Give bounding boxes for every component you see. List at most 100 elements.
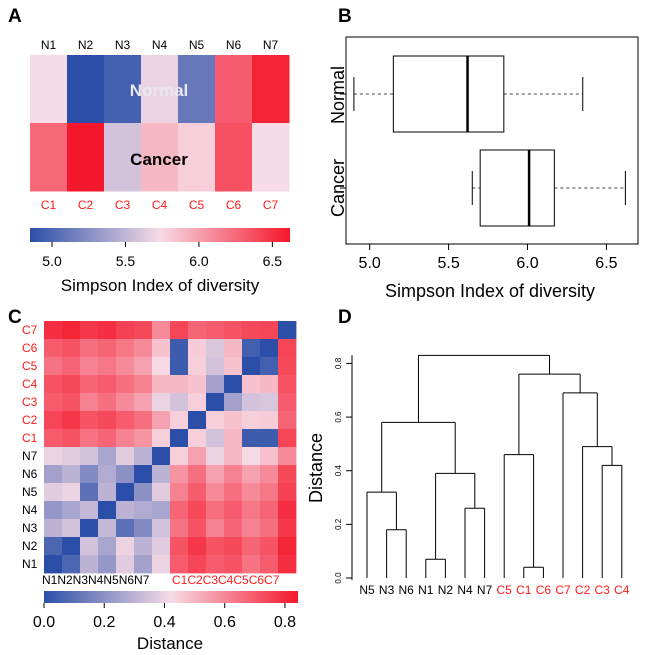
panel-c-row-label: C5 bbox=[22, 359, 38, 373]
panel-c-xlabel: Distance bbox=[137, 634, 203, 653]
panel-c-cell bbox=[98, 501, 117, 520]
panel-b-cancer-label: Cancer bbox=[328, 159, 348, 217]
panel-c-cell bbox=[152, 357, 171, 376]
panel-c-colorbar-tick-label: 0.6 bbox=[214, 614, 236, 631]
panel-c-cell bbox=[278, 501, 297, 520]
panel-c-cell bbox=[98, 339, 117, 358]
panel-c-cell bbox=[206, 339, 225, 358]
panel-c-cell bbox=[98, 537, 117, 556]
panel-c-cell bbox=[170, 375, 189, 394]
panel-c-cell bbox=[80, 393, 99, 412]
panel-b-x-tick-label: 6.0 bbox=[516, 255, 538, 272]
panel-c-cell bbox=[260, 357, 279, 376]
panel-c-cell bbox=[98, 465, 117, 484]
panel-c-cell bbox=[206, 429, 225, 448]
panel-c-cell bbox=[80, 465, 99, 484]
panel-c-cell bbox=[188, 429, 207, 448]
panel-c-cell bbox=[260, 393, 279, 412]
panel-c-cell bbox=[188, 501, 207, 520]
panel-c-cell bbox=[188, 537, 207, 556]
panel-c-letter: C bbox=[8, 307, 22, 328]
panel-c-row-label: C1 bbox=[22, 431, 38, 445]
panel-c-cell bbox=[152, 375, 171, 394]
panel-c-cell bbox=[98, 357, 117, 376]
panel-c-cell bbox=[152, 537, 171, 556]
panel-c-cell bbox=[188, 321, 207, 340]
panel-c-cell bbox=[224, 537, 243, 556]
dendrogram-leaf-label: N3 bbox=[379, 583, 395, 597]
panel-c-cell bbox=[152, 411, 171, 430]
panel-c-cell bbox=[98, 447, 117, 466]
panel-c-cell bbox=[134, 429, 153, 448]
panel-c-cell bbox=[188, 447, 207, 466]
panel-c-cell bbox=[80, 537, 99, 556]
panel-c-cell bbox=[44, 393, 63, 412]
panel-c-cell bbox=[80, 555, 99, 574]
panel-c-cell bbox=[116, 375, 135, 394]
panel-a-top-label: N2 bbox=[78, 38, 94, 52]
panel-c-colorbar-tick-label: 0.8 bbox=[274, 614, 296, 631]
panel-c-cell bbox=[134, 465, 153, 484]
box-iqr bbox=[479, 149, 555, 227]
panel-c-cell bbox=[224, 501, 243, 520]
panel-a-cell bbox=[252, 123, 290, 192]
panel-c-cell bbox=[278, 411, 297, 430]
panel-c-cell bbox=[116, 411, 135, 430]
panel-a-top-label: N1 bbox=[41, 38, 57, 52]
panel-c-cell bbox=[242, 465, 261, 484]
panel-d-y-tick-label: 0.2 bbox=[334, 518, 343, 530]
panel-c-cell bbox=[206, 519, 225, 538]
panel-d-ylabel: Distance bbox=[306, 433, 326, 503]
panel-c-row-label: C3 bbox=[22, 395, 38, 409]
panel-c-cell bbox=[242, 375, 261, 394]
dendrogram-leaf-label: C3 bbox=[595, 583, 611, 597]
panel-c-cell bbox=[206, 447, 225, 466]
panel-c-cell bbox=[98, 411, 117, 430]
panel-c-cell bbox=[188, 555, 207, 574]
panel-c-cell bbox=[278, 321, 297, 340]
panel-c-cell bbox=[170, 321, 189, 340]
panel-c-normal-col-labels: N1N2N3N4N5N6N7 bbox=[42, 573, 150, 587]
panel-c-cell bbox=[152, 483, 171, 502]
panel-c-cell bbox=[44, 555, 63, 574]
panel-c-cell bbox=[170, 483, 189, 502]
panel-c-cell bbox=[62, 483, 81, 502]
panel-c-cell bbox=[152, 519, 171, 538]
panel-c-cell bbox=[224, 393, 243, 412]
panel-c-cell bbox=[116, 537, 135, 556]
dendrogram-leaf-label: N6 bbox=[399, 583, 415, 597]
panel-c-cell bbox=[44, 465, 63, 484]
panel-c-colorbar-tick-label: 0.2 bbox=[93, 614, 115, 631]
panel-a-bottom-label: C4 bbox=[152, 198, 168, 212]
panel-c-cell bbox=[80, 501, 99, 520]
panel-c-cell bbox=[116, 483, 135, 502]
panel-c-cell bbox=[170, 537, 189, 556]
panel-c-cell bbox=[44, 447, 63, 466]
panel-c-cell bbox=[278, 537, 297, 556]
boxplot-normal bbox=[353, 55, 584, 133]
panel-c-cell bbox=[188, 357, 207, 376]
panel-a-cell bbox=[141, 55, 179, 124]
panel-c-colorbar-tick-label: 0.0 bbox=[33, 614, 55, 631]
panel-b-x-tick-label: 5.0 bbox=[359, 255, 381, 272]
panel-c-cell bbox=[242, 393, 261, 412]
panel-a-cell bbox=[178, 55, 216, 124]
panel-c-cell bbox=[134, 339, 153, 358]
panel-c-cell bbox=[170, 411, 189, 430]
panel-c-cell bbox=[98, 483, 117, 502]
panel-c-cell bbox=[62, 447, 81, 466]
boxplot-cancer bbox=[471, 149, 626, 227]
panel-c-cell bbox=[116, 501, 135, 520]
panel-a-cell bbox=[104, 123, 142, 192]
panel-c-cell bbox=[116, 429, 135, 448]
panel-b-x-tick-label: 6.5 bbox=[595, 255, 617, 272]
panel-c-cell bbox=[80, 339, 99, 358]
panel-c-cell bbox=[278, 465, 297, 484]
panel-a-cell bbox=[67, 123, 105, 192]
panel-a-top-label: N7 bbox=[263, 38, 279, 52]
panel-a-heatmap: N1 N2 N3 N4 N5 N6 N7 C1 C2 C3 C4 C5 C6 C7 Normal Can… bbox=[30, 38, 290, 295]
panel-a-cell bbox=[67, 55, 105, 124]
panel-c-cell bbox=[170, 447, 189, 466]
panel-c-cell bbox=[116, 393, 135, 412]
